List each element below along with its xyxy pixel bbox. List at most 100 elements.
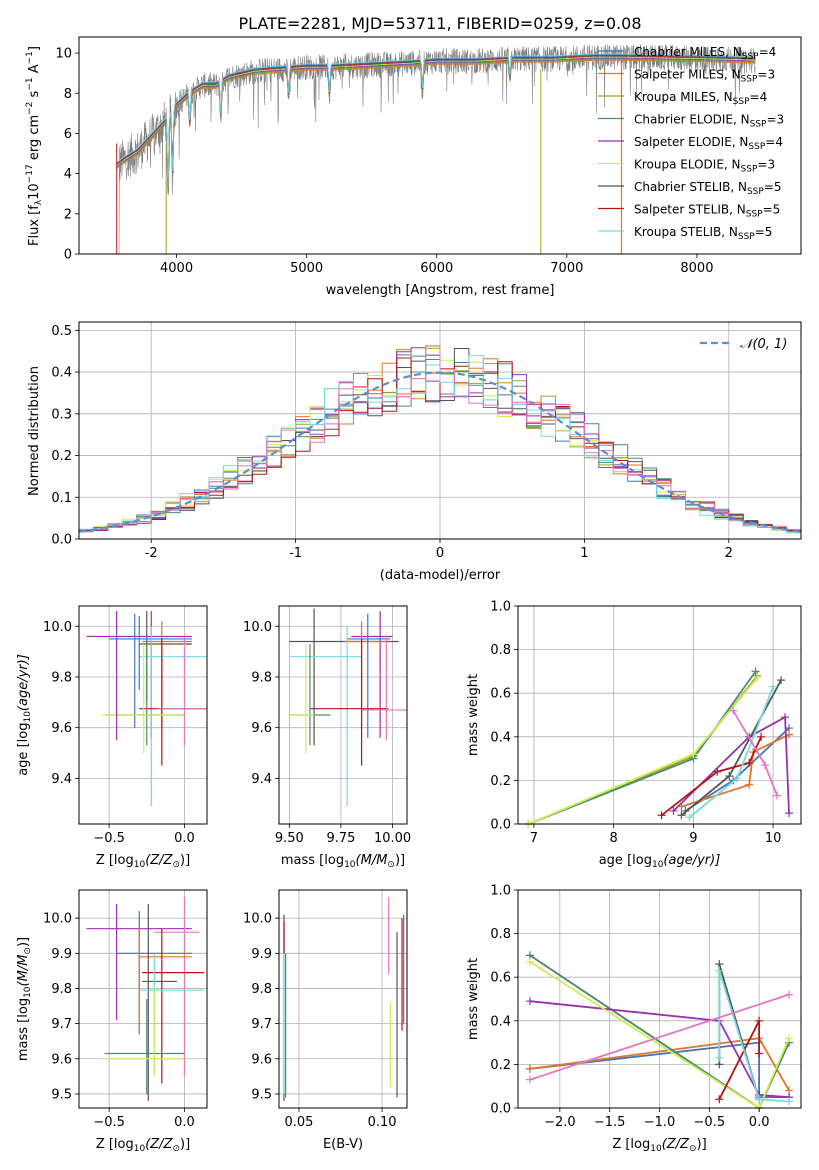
x-tick-label: −0.5 [93,1115,125,1130]
mass-weight-marker [753,673,762,682]
y-axis-label: mass [log10(M/M⊙)] [16,937,33,1061]
mass-weight-marker [733,774,742,783]
y-tick-label: 9.6 [251,1052,272,1067]
mass-weight-line [529,1041,789,1098]
mass-weight-marker [525,1075,534,1084]
mass-weight-marker [525,1064,534,1073]
y-tick-label: 0.4 [490,730,511,745]
mass-weight-marker [785,809,794,818]
plot-area [78,345,802,534]
axes-frame [278,889,408,1109]
y-tick-label: 9.5 [251,1087,272,1102]
axes-frame [517,605,802,825]
legend-label: Chabrier MILES, NSSP=4 [634,45,776,62]
y-tick-label: 9.4 [51,772,72,787]
legend-label: Salpeter MILES, NSSP=3 [634,68,775,85]
x-tick-label: −1.0 [644,1115,676,1130]
model-spectrum-line [116,53,756,189]
mass-weight-marker [715,966,724,975]
mass-vs-EBV-panel: 0.05 0.10 9.5 9.6 9.7 9.8 9.9 10.0 E(B-V) [243,889,408,1152]
mass-weight-marker [745,780,754,789]
axes-frame [278,605,408,825]
mass-weight-marker [773,791,782,800]
y-axis-label: mass weight [466,674,481,756]
x-axis-label: (data-model)/error [380,568,501,583]
massweight-vs-Z-panel: −2.0 −1.5 −1.0 −0.5 0.0 0.0 0.2 0.4 0.6 0.8 1.0 Z [… [466,884,802,1154]
x-tick-label: 9.50 [275,831,304,846]
mass-weight-marker [715,1053,724,1062]
y-tick-label: 0.8 [490,643,511,658]
y-tick-label: 9.6 [251,721,272,736]
mass-weight-marker [685,813,694,822]
x-tick-label: −0.5 [93,831,125,846]
legend-label: 𝒩(0, 1) [740,337,787,352]
massweight-vs-age-panel: 7 8 9 10 0.0 0.2 0.4 0.6 0.8 1.0 age [log10(age/yr… [466,600,802,870]
mass-weight-marker [781,713,790,722]
y-tick-label: 0.0 [51,533,72,548]
plot-area [524,667,794,828]
mass-weight-line [660,736,762,817]
gaussian-curve [78,371,802,533]
x-tick-label: 0 [436,546,444,561]
mass-weight-line [680,679,782,816]
mass-weight-marker [757,732,766,741]
residuals-panel: -2 -1 0 1 2 0.0 0.1 0.2 0.3 0.4 0.5 𝒩(0, 1) (data-mo… [27,321,802,583]
y-tick-label: 9.8 [251,982,272,997]
axes-frame [78,889,208,1109]
x-axis-label: Z [log10(Z/Z⊙)] [96,853,190,870]
mass-weight-line [528,675,758,825]
mass-weight-line [529,993,790,1081]
y-axis-label: age [log10(age/yr)] [16,654,33,776]
mass-weight-marker [669,806,678,815]
residual-histogram [79,345,801,533]
y-tick-label: 0.4 [51,366,72,381]
mass-weight-marker [745,758,754,767]
mass-weight-line [528,670,757,825]
y-axis-label: mass weight [466,958,481,1040]
x-tick-label: 0.0 [749,1115,770,1130]
mass-weight-marker [525,997,534,1006]
y-tick-label: 9.8 [51,670,72,685]
x-tick-label: −1.5 [594,1115,626,1130]
x-tick-label: 0.0 [174,831,195,846]
x-tick-label: 7000 [550,261,583,276]
x-tick-label: 4000 [160,261,193,276]
x-tick-label: 10.00 [374,831,411,846]
y-tick-label: 0.3 [51,407,72,422]
spectrum-legend: Chabrier MILES, NSSP=4 Salpeter MILES, NS… [598,45,784,242]
y-tick-label: 0.2 [490,1058,511,1073]
x-tick-label: 2 [725,546,733,561]
axes-frame [78,321,802,540]
y-tick-label: 9.6 [51,721,72,736]
x-axis-label: mass [log10(M/M⊙)] [281,853,405,870]
plot-area [116,44,756,255]
y-tick-label: 0.1 [51,491,72,506]
x-axis-label: age [log10(age/yr)] [599,853,721,870]
legend-label: Kroupa ELODIE, NSSP=3 [634,158,775,175]
y-tick-label: 6 [64,127,72,142]
mass-weight-line [732,710,778,797]
mass-weight-marker [785,1097,794,1106]
y-tick-label: 2 [64,207,72,222]
mass-weight-marker [785,990,794,999]
mass-weight-marker [761,761,770,770]
plot-area [86,611,207,807]
figure-title: PLATE=2281, MJD=53711, FIBERID=0259, z=0… [238,14,641,33]
y-tick-label: 10.0 [43,912,72,927]
x-tick-label: -2 [145,546,158,561]
x-tick-label: 8 [610,831,618,846]
legend-label: Salpeter STELIB, NSSP=5 [634,203,780,220]
mass-weight-marker [715,1095,724,1104]
y-tick-label: 0.0 [490,1102,511,1117]
y-tick-label: 1.0 [490,884,511,899]
plot-area [283,897,405,1101]
y-tick-label: 0.6 [490,687,511,702]
y-tick-label: 4 [64,167,72,182]
x-tick-label: 1 [580,546,588,561]
y-tick-label: 0.8 [490,927,511,942]
legend-label: Kroupa MILES, NSSP=4 [634,90,767,107]
x-tick-label: −2.0 [544,1115,576,1130]
mass-weight-marker [769,682,778,691]
mass-weight-line [529,1000,790,1098]
mass-weight-marker [725,772,734,781]
